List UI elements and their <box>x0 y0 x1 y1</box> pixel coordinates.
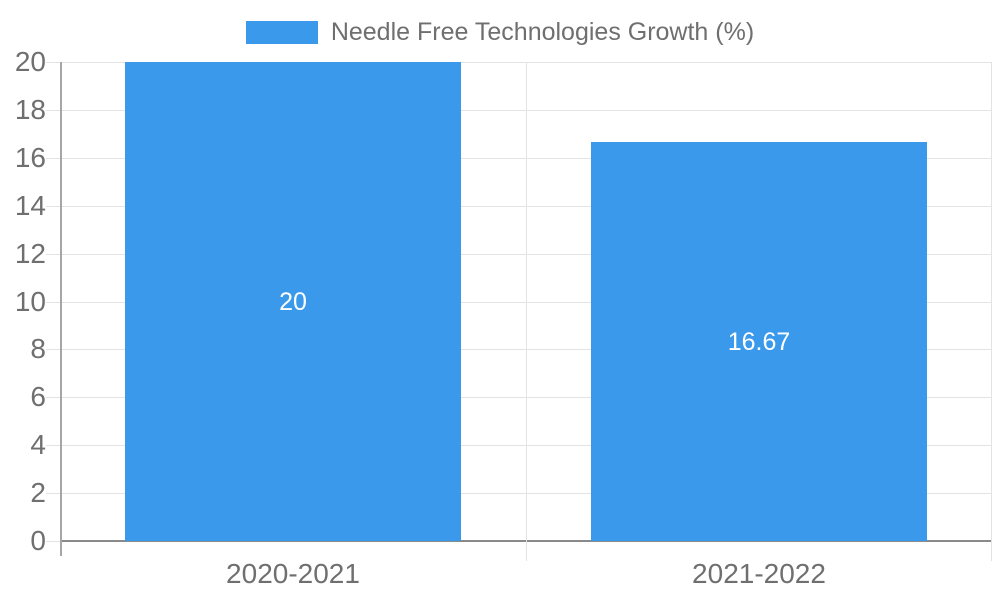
y-tick <box>46 302 60 303</box>
y-tick <box>46 158 60 159</box>
y-tick-label: 0 <box>30 525 46 556</box>
plot-area: 0 2 4 6 8 10 12 14 16 18 20 20 2020-2021 16.67 2021-20… <box>15 47 992 589</box>
y-tick-label: 2 <box>30 477 46 508</box>
y-tick-label: 20 <box>14 46 46 77</box>
x-axis-label: 2021-2022 <box>692 558 826 589</box>
bar[interactable] <box>125 62 461 541</box>
y-tick-label: 12 <box>14 238 46 269</box>
legend-label: Needle Free Technologies Growth (%) <box>330 17 755 46</box>
y-tick-label: 10 <box>14 286 46 317</box>
plot-right-border <box>991 62 992 561</box>
legend-swatch <box>245 20 318 44</box>
legend: Needle Free Technologies Growth (%) <box>0 14 1000 50</box>
y-tick <box>46 206 60 207</box>
y-tick-label: 6 <box>30 381 46 412</box>
y-tick-label: 18 <box>14 94 46 125</box>
y-tick-label: 8 <box>30 333 46 364</box>
y-tick <box>46 541 60 542</box>
y-tick <box>46 445 60 446</box>
y-axis-line <box>60 62 62 556</box>
x-axis-label: 2020-2021 <box>226 558 360 589</box>
y-tick <box>46 254 60 255</box>
bar[interactable] <box>591 142 927 541</box>
y-tick-label: 14 <box>14 190 46 221</box>
y-tick-label: 16 <box>14 142 46 173</box>
bar-value-label: 16.67 <box>727 327 791 356</box>
y-tick <box>46 62 60 63</box>
y-tick <box>46 493 60 494</box>
y-tick <box>46 397 60 398</box>
category-separator <box>526 62 527 561</box>
y-tick-label: 4 <box>30 429 46 460</box>
y-tick <box>46 110 60 111</box>
bar-value-label: 20 <box>279 287 307 316</box>
y-tick <box>46 349 60 350</box>
